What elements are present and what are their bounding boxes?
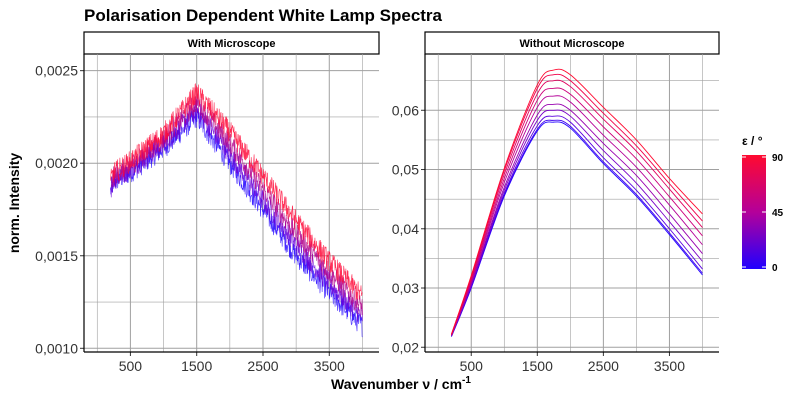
panel-without-microscope-axes: 500 1500 2500 3500 0,02 0,03 0,04 0,05 0,06 <box>392 54 719 374</box>
panel-without-microscope-grid <box>425 54 719 352</box>
y-tick-label: 0,02 <box>392 339 419 355</box>
series-line-eps-70 <box>451 79 703 335</box>
x-tick-label: 2500 <box>247 358 278 374</box>
y-tick-label: 0,0015 <box>35 248 78 264</box>
legend-label-45: 45 <box>772 208 784 219</box>
panel-with-microscope-series <box>110 83 363 338</box>
strip-label-without-microscope: Without Microscope <box>519 38 624 50</box>
series-line-eps-60 <box>110 93 363 316</box>
x-axis-title: Wavenumber ν / cm-1 <box>331 375 471 392</box>
chart-title: Polarisation Dependent White Lamp Spectr… <box>84 6 443 25</box>
panel-without-microscope: 500 1500 2500 3500 0,02 0,03 0,04 0,05 0,06 <box>392 54 719 374</box>
legend-title: ε / ° <box>742 134 763 148</box>
y-axis-title: norm. Intensity <box>6 153 22 254</box>
y-tick-label: 0,03 <box>392 280 419 296</box>
x-tick-label: 1500 <box>522 358 553 374</box>
series-line-eps-60 <box>451 87 703 335</box>
series-line-eps-20 <box>451 115 703 337</box>
panel-with-microscope: 500 1500 2500 3500 0,0010 0,0015 0,0020 0,0025 <box>35 54 379 374</box>
strip-with-microscope <box>83 31 380 55</box>
y-tick-label: 0,0020 <box>35 155 78 171</box>
x-tick-label: 2500 <box>588 358 619 374</box>
x-axis-title-superscript: -1 <box>462 375 471 386</box>
x-tick-label: 500 <box>119 358 143 374</box>
x-tick-label: 500 <box>460 358 484 374</box>
color-legend: ε / ° 90 45 0 <box>742 134 784 274</box>
series-line-eps-50 <box>451 95 703 336</box>
y-tick-label: 0,06 <box>392 102 419 118</box>
series-line-eps-90 <box>451 68 703 335</box>
y-tick-label: 0,0025 <box>35 63 78 79</box>
x-tick-label: 3500 <box>314 358 345 374</box>
strip-label-with-microscope: With Microscope <box>188 38 276 50</box>
strip-without-microscope <box>424 31 720 55</box>
series-line-eps-30 <box>451 109 703 337</box>
panel-with-microscope-grid <box>84 54 379 352</box>
panel-with-microscope-axes: 500 1500 2500 3500 0,0010 0,0015 0,0020 0,0025 <box>35 54 379 374</box>
legend-label-90: 90 <box>772 153 784 164</box>
y-tick-label: 0,05 <box>392 162 419 178</box>
series-line-eps-80 <box>451 73 703 335</box>
series-line-eps-40 <box>451 103 703 336</box>
x-axis-title-main: Wavenumber ν / cm <box>331 376 462 392</box>
legend-label-0: 0 <box>772 263 778 274</box>
x-tick-label: 3500 <box>654 358 685 374</box>
y-tick-label: 0,04 <box>392 221 419 237</box>
x-tick-label: 1500 <box>181 358 212 374</box>
panel-without-microscope-series <box>451 68 703 337</box>
y-tick-label: 0,0010 <box>35 340 78 356</box>
series-line-eps-90 <box>110 83 363 300</box>
